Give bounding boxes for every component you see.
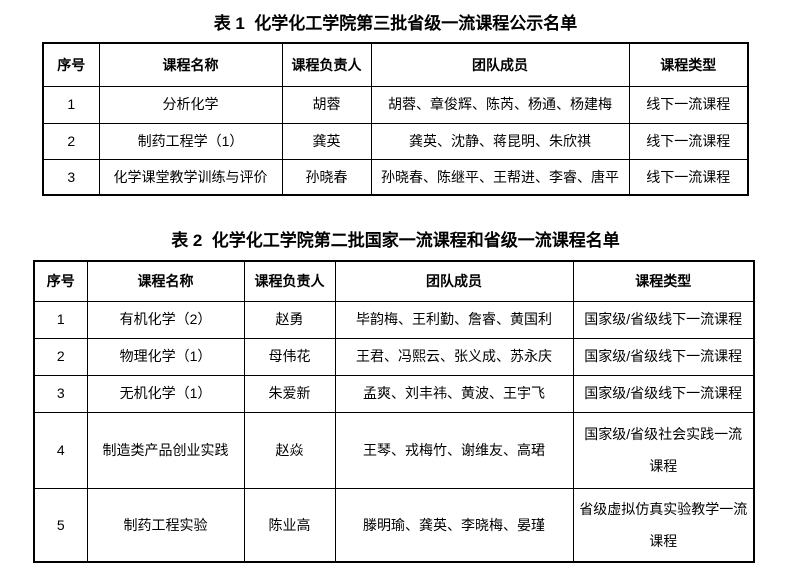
cell-course-name: 分析化学 [98,85,283,124]
cell-index: 3 [42,158,100,196]
table-row: 1 有机化学（2） 赵勇 毕韵梅、王利勤、詹睿、黄国利 国家级/省级线下一流课程 [33,300,755,339]
cell-course-type: 线下一流课程 [628,122,749,160]
column-header-course-name: 课程名称 [98,42,283,87]
cell-index: 2 [42,122,100,160]
cell-course-name: 化学课堂教学训练与评价 [98,158,283,196]
table-1: 序号 课程名称 课程负责人 团队成员 课程类型 1 分析化学 胡蓉 胡蓉、章俊辉… [42,42,749,196]
cell-team-members: 孙晓春、陈继平、王帮进、李睿、唐平 [370,158,630,196]
cell-team-members: 孟爽、刘丰祎、黄波、王宇飞 [334,374,574,413]
cell-team-members: 毕韵梅、王利勤、詹睿、黄国利 [334,300,574,339]
column-header-course-name: 课程名称 [86,260,245,302]
cell-team-members: 王琴、戎梅竹、谢维友、高珺 [334,411,574,489]
cell-course-leader: 胡蓉 [281,85,372,124]
cell-index: 2 [33,337,88,376]
cell-team-members: 胡蓉、章俊辉、陈芮、杨通、杨建梅 [370,85,630,124]
cell-course-name: 无机化学（1） [86,374,245,413]
column-header-index: 序号 [33,260,88,302]
cell-course-name: 制造类产品创业实践 [86,411,245,489]
cell-course-leader: 龚英 [281,122,372,160]
cell-course-type: 国家级/省级线下一流课程 [572,337,755,376]
table-2-title: 表 2 化学化工学院第二批国家一流课程和省级一流课程名单 [171,231,620,250]
cell-index: 1 [33,300,88,339]
cell-course-leader: 赵勇 [243,300,336,339]
cell-course-name: 物理化学（1） [86,337,245,376]
table-row: 4 制造类产品创业实践 赵焱 王琴、戎梅竹、谢维友、高珺 国家级/省级社会实践一… [33,411,755,489]
table-2: 序号 课程名称 课程负责人 团队成员 课程类型 1 有机化学（2） 赵勇 毕韵梅… [33,260,755,563]
cell-course-leader: 赵焱 [243,411,336,489]
table-row: 3 化学课堂教学训练与评价 孙晓春 孙晓春、陈继平、王帮进、李睿、唐平 线下一流… [42,158,749,196]
cell-index: 4 [33,411,88,489]
column-header-course-leader: 课程负责人 [243,260,336,302]
cell-index: 3 [33,374,88,413]
column-header-team-members: 团队成员 [334,260,574,302]
cell-course-leader: 朱爱新 [243,374,336,413]
cell-course-type: 线下一流课程 [628,85,749,124]
cell-course-leader: 陈业高 [243,487,336,563]
column-header-index: 序号 [42,42,100,87]
cell-course-name: 有机化学（2） [86,300,245,339]
table-row: 3 无机化学（1） 朱爱新 孟爽、刘丰祎、黄波、王宇飞 国家级/省级线下一流课程 [33,374,755,413]
cell-course-type: 国家级/省级线下一流课程 [572,374,755,413]
table-1-header-row: 序号 课程名称 课程负责人 团队成员 课程类型 [42,42,749,87]
cell-course-type: 国家级/省级社会实践一流课程 [572,411,755,489]
cell-course-type: 国家级/省级线下一流课程 [572,300,755,339]
table-row: 2 物理化学（1） 母伟花 王君、冯熙云、张义成、苏永庆 国家级/省级线下一流课… [33,337,755,376]
cell-team-members: 龚英、沈静、蒋昆明、朱欣祺 [370,122,630,160]
table-1-title: 表 1 化学化工学院第三批省级一流课程公示名单 [213,14,578,33]
table-row: 2 制药工程学（1） 龚英 龚英、沈静、蒋昆明、朱欣祺 线下一流课程 [42,122,749,160]
column-header-course-type: 课程类型 [572,260,755,302]
cell-course-type: 省级虚拟仿真实验教学一流课程 [572,487,755,563]
column-header-course-leader: 课程负责人 [281,42,372,87]
table-row: 5 制药工程实验 陈业高 滕明瑜、龚英、李晓梅、晏瑾 省级虚拟仿真实验教学一流课… [33,487,755,563]
cell-index: 5 [33,487,88,563]
table-row: 1 分析化学 胡蓉 胡蓉、章俊辉、陈芮、杨通、杨建梅 线下一流课程 [42,85,749,124]
cell-course-name: 制药工程学（1） [98,122,283,160]
cell-course-name: 制药工程实验 [86,487,245,563]
column-header-course-type: 课程类型 [628,42,749,87]
table-2-header-row: 序号 课程名称 课程负责人 团队成员 课程类型 [33,260,755,302]
cell-team-members: 王君、冯熙云、张义成、苏永庆 [334,337,574,376]
cell-course-leader: 孙晓春 [281,158,372,196]
cell-course-type: 线下一流课程 [628,158,749,196]
cell-course-leader: 母伟花 [243,337,336,376]
cell-team-members: 滕明瑜、龚英、李晓梅、晏瑾 [334,487,574,563]
column-header-team-members: 团队成员 [370,42,630,87]
cell-index: 1 [42,85,100,124]
